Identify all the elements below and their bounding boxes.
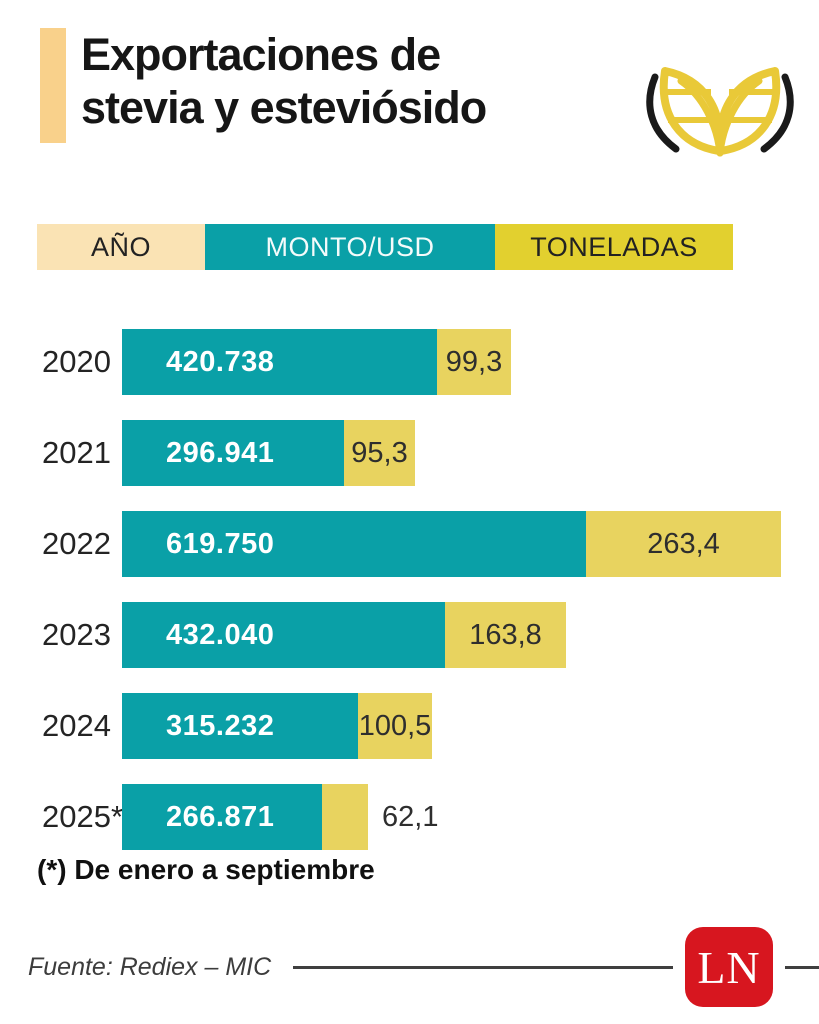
bar-toneladas-value: 99,3 <box>445 345 503 378</box>
stevia-leaves-icon <box>635 30 805 167</box>
source-credit: Fuente: Rediex – MIC <box>28 952 272 981</box>
bar-toneladas: 100,5 <box>358 693 432 759</box>
footnote: (*) De enero a septiembre <box>37 854 375 885</box>
bar-toneladas-value: 62,1 <box>382 800 439 833</box>
legend: AÑO MONTO/USD TONELADAS <box>37 224 819 270</box>
year-label: 2025* <box>42 799 124 834</box>
page-title: Exportaciones de stevia y esteviósido <box>81 28 487 167</box>
chart-row: 2024 315.232 100,5 <box>0 693 819 759</box>
year-label: 2023 <box>42 617 111 652</box>
bar-toneladas-value: 95,3 <box>351 436 408 469</box>
bar-toneladas: 163,8 <box>445 602 566 668</box>
bar-toneladas-value: 163,8 <box>469 618 542 651</box>
bar-toneladas: 263,4 <box>586 511 781 577</box>
legend-item-ano: AÑO <box>37 224 205 270</box>
footer-rule-right <box>785 965 819 969</box>
bar-monto-usd-value: 619.750 <box>166 527 275 560</box>
footer: Fuente: Rediex – MIC LN <box>0 927 819 1007</box>
legend-item-monto-usd: MONTO/USD <box>205 224 495 270</box>
year-label: 2022 <box>42 526 111 561</box>
ln-logo-text: LN <box>697 941 761 993</box>
bar-monto-usd: 420.738 <box>122 329 437 395</box>
chart-row: 2022 619.750 263,4 <box>0 511 819 577</box>
bar-toneladas: 99,3 <box>437 329 511 395</box>
bar-monto-usd: 432.040 <box>122 602 445 668</box>
bar-toneladas: 95,3 <box>344 420 415 486</box>
chart-row: 2025* 266.871 62,1 <box>0 784 819 850</box>
bar-monto-usd: 296.941 <box>122 420 344 486</box>
bar-monto-usd: 619.750 <box>122 511 586 577</box>
ln-logo: LN <box>685 927 773 1007</box>
bar-monto-usd-value: 432.040 <box>166 618 275 651</box>
bar-monto-usd-value: 266.871 <box>166 800 275 833</box>
bar-monto-usd: 315.232 <box>122 693 358 759</box>
bar-toneladas <box>322 784 368 850</box>
chart-row: 2020 420.738 99,3 <box>0 329 819 395</box>
bar-monto-usd-value: 296.941 <box>166 436 275 469</box>
year-label: 2020 <box>42 344 111 379</box>
bar-chart: 2020 420.738 99,3 2021 296.941 95,3 2022 619.75… <box>0 329 819 850</box>
page-title-line1: Exportaciones de <box>81 29 441 80</box>
legend-item-toneladas: TONELADAS <box>495 224 733 270</box>
page-title-line2: stevia y esteviósido <box>81 82 487 134</box>
chart-row: 2023 432.040 163,8 <box>0 602 819 668</box>
bar-monto-usd: 266.871 <box>122 784 322 850</box>
year-label: 2024 <box>42 708 111 743</box>
bar-toneladas-value: 100,5 <box>358 709 432 742</box>
footer-rule-left <box>293 965 673 969</box>
bar-monto-usd-value: 420.738 <box>166 345 275 378</box>
chart-row: 2021 296.941 95,3 <box>0 420 819 486</box>
title-accent-bar <box>40 28 66 143</box>
header: Exportaciones de stevia y esteviósido <box>0 0 819 167</box>
bar-monto-usd-value: 315.232 <box>166 709 275 742</box>
year-label: 2021 <box>42 435 111 470</box>
bar-toneladas-value: 263,4 <box>647 527 720 560</box>
